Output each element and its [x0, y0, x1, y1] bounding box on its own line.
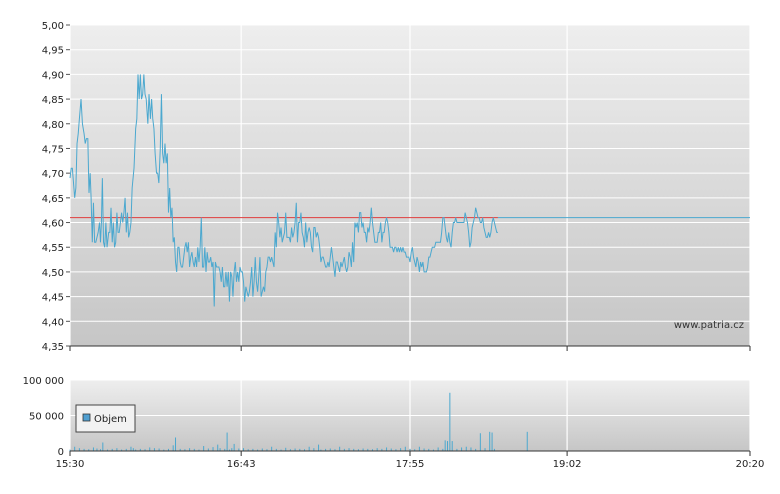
price-y-tick-label: 4,55 — [42, 243, 64, 254]
legend: Objem — [75, 404, 136, 433]
volume-y-tick-label: 50 000 — [29, 412, 64, 423]
volume-y-tick-label: 100 000 — [23, 376, 64, 387]
price-series-line — [69, 74, 498, 307]
price-y-tick-label: 4,90 — [42, 70, 64, 81]
price-y-tick-label: 4,80 — [42, 120, 64, 131]
price-y-tick-label: 4,45 — [42, 293, 64, 304]
volume-y-axis-labels: 0 50 000 100 000 — [23, 376, 64, 458]
x-tick-label: 20:20 — [736, 459, 765, 470]
x-axis-ticks — [69, 346, 751, 456]
price-y-tick-label: 5,00 — [42, 21, 64, 32]
x-axis-labels: 15:30 16:43 17:55 19:02 20:20 — [56, 459, 765, 470]
price-y-tick-label: 4,95 — [42, 46, 64, 57]
price-y-tick-label: 4,65 — [42, 194, 64, 205]
price-y-tick-label: 4,70 — [42, 169, 64, 180]
watermark-text: www.patria.cz — [674, 320, 744, 331]
price-y-tick-label: 4,40 — [42, 317, 64, 328]
volume-y-tick-label: 0 — [58, 447, 64, 458]
price-y-tick-label: 4,75 — [42, 144, 64, 155]
legend-label: Objem — [94, 414, 127, 425]
price-grid — [69, 24, 751, 347]
price-y-tick-label: 4,60 — [42, 219, 64, 230]
x-tick-label: 19:02 — [553, 459, 582, 470]
x-tick-label: 15:30 — [56, 459, 85, 470]
x-tick-label: 17:55 — [396, 459, 425, 470]
x-tick-label: 16:43 — [227, 459, 256, 470]
price-y-tick-label: 4,35 — [42, 342, 64, 353]
price-y-axis-labels: 4,35 4,40 4,45 4,50 4,55 4,60 4,65 4,70 4,75 4,80… — [42, 21, 70, 353]
price-y-tick-label: 4,50 — [42, 268, 64, 279]
price-y-tick-label: 4,85 — [42, 95, 64, 106]
legend-swatch — [82, 413, 91, 422]
